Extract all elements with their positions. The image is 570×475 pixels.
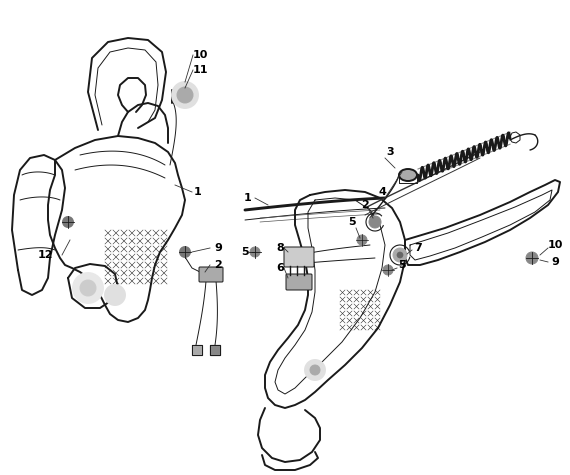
Circle shape xyxy=(63,217,73,227)
FancyBboxPatch shape xyxy=(199,267,223,282)
FancyBboxPatch shape xyxy=(284,247,314,267)
Circle shape xyxy=(250,247,260,257)
Text: 7: 7 xyxy=(414,243,422,253)
Circle shape xyxy=(80,280,96,296)
Text: 1: 1 xyxy=(244,193,252,203)
Ellipse shape xyxy=(399,169,417,181)
Circle shape xyxy=(310,365,320,375)
Text: 1: 1 xyxy=(194,187,202,197)
Text: 6: 6 xyxy=(276,263,284,273)
Text: 4: 4 xyxy=(378,187,386,197)
Circle shape xyxy=(526,252,538,264)
Circle shape xyxy=(357,235,367,245)
Circle shape xyxy=(105,285,125,305)
FancyBboxPatch shape xyxy=(286,274,312,290)
Polygon shape xyxy=(192,345,202,355)
Circle shape xyxy=(369,216,381,228)
Text: 5: 5 xyxy=(398,260,406,270)
Text: 10: 10 xyxy=(192,50,207,60)
Circle shape xyxy=(177,87,193,103)
Text: 10: 10 xyxy=(547,240,563,250)
Text: 2: 2 xyxy=(361,200,369,210)
Text: 12: 12 xyxy=(37,250,53,260)
Polygon shape xyxy=(210,345,220,355)
Text: 2: 2 xyxy=(214,260,222,270)
Circle shape xyxy=(180,247,190,257)
Circle shape xyxy=(383,265,393,275)
Text: 5: 5 xyxy=(241,247,249,257)
Circle shape xyxy=(397,252,403,258)
Circle shape xyxy=(172,82,198,108)
Circle shape xyxy=(393,248,407,262)
Circle shape xyxy=(305,360,325,380)
Circle shape xyxy=(73,273,103,303)
Text: 5: 5 xyxy=(348,217,356,227)
Text: 9: 9 xyxy=(551,257,559,267)
Text: 11: 11 xyxy=(192,65,207,75)
Text: 8: 8 xyxy=(276,243,284,253)
Text: 9: 9 xyxy=(214,243,222,253)
Text: 3: 3 xyxy=(386,147,394,157)
